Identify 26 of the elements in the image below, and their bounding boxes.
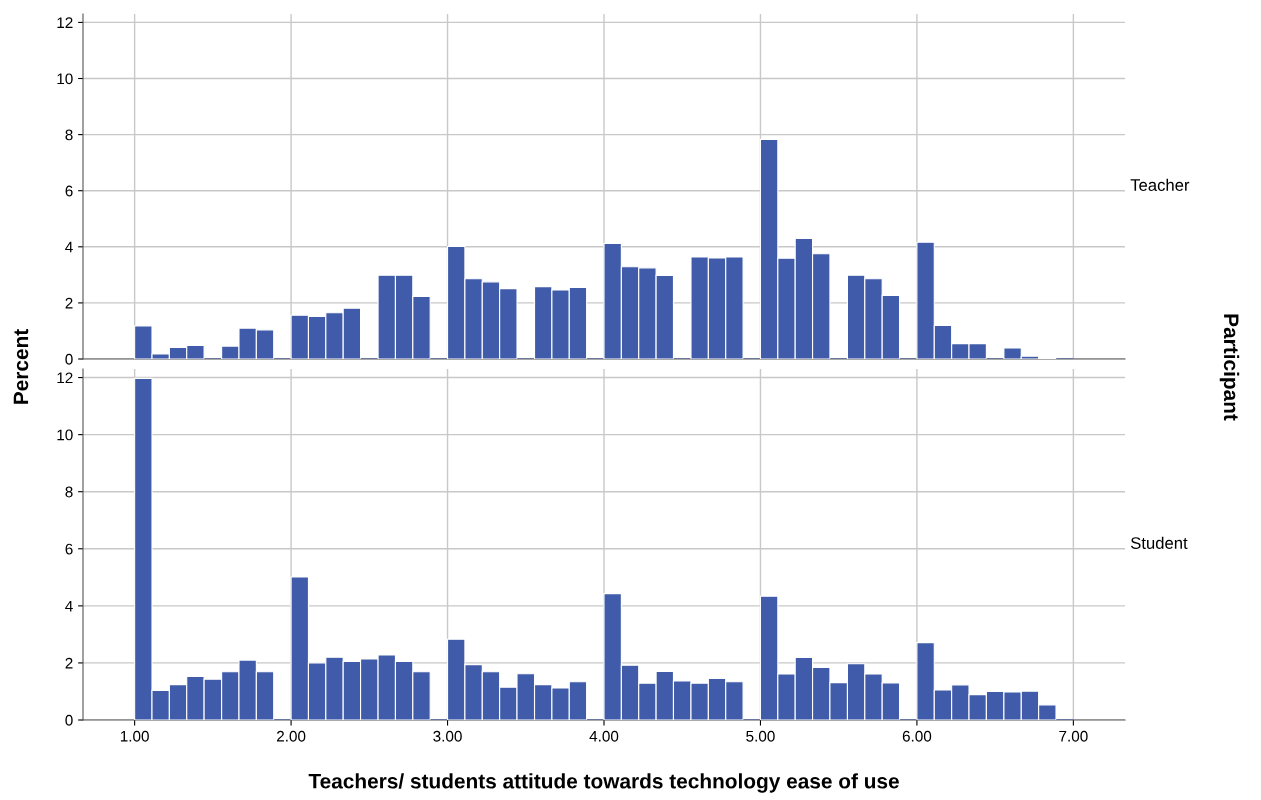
y-tick-label: 0 — [65, 353, 73, 365]
y-tick-label: 10 — [57, 73, 73, 85]
y-tick-label: 0 — [65, 714, 73, 726]
x-axis-title: Teachers/ students attitude towards technology ease of use — [308, 773, 899, 793]
y-tick-label: 8 — [65, 129, 73, 141]
text: Student — [1130, 536, 1188, 549]
y-tick-label: 12 — [57, 17, 73, 28]
text: Teacher — [1130, 178, 1190, 191]
y-tick-label: 6 — [65, 185, 73, 197]
y-tick-label: 10 — [57, 429, 73, 441]
y-tick-label: 2 — [65, 657, 73, 669]
y-axis-title: Percent — [13, 329, 29, 404]
x-tick-label: 4.00 — [589, 730, 619, 742]
x-tick-label: 1.00 — [120, 730, 149, 742]
x-tick-label: 5.00 — [746, 730, 775, 742]
text: Participant — [1219, 314, 1240, 421]
x-tick-label: 6.00 — [902, 730, 932, 742]
y-tick-label: 2 — [65, 297, 73, 309]
x-tick-label: 7.00 — [1059, 730, 1088, 742]
y-tick-label: 12 — [57, 372, 73, 384]
y-tick-label: 6 — [65, 543, 73, 555]
x-tick-label: 3.00 — [433, 730, 462, 742]
y-tick-label: 4 — [65, 241, 73, 253]
y-tick-label: 4 — [65, 600, 73, 612]
x-tick-label: 2.00 — [276, 730, 306, 742]
y-tick-label: 8 — [65, 486, 73, 498]
